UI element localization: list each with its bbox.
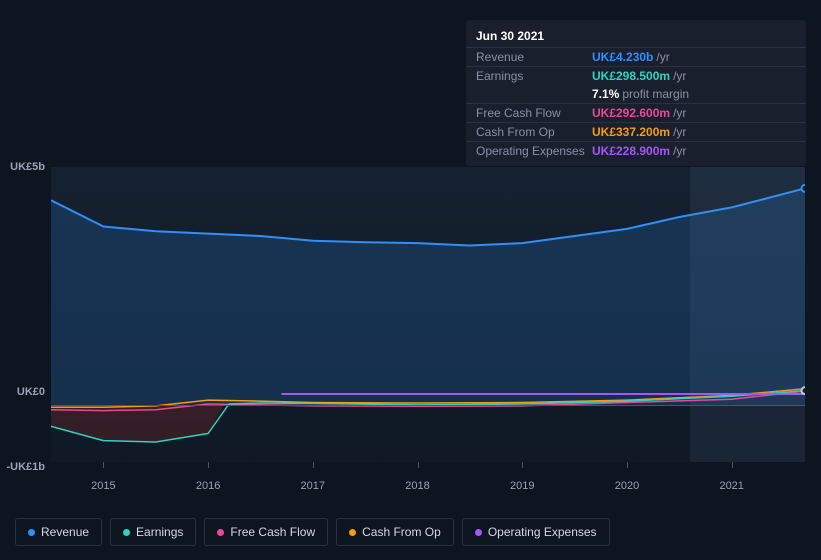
x-tick-label: 2016 <box>196 480 220 492</box>
x-tick-mark <box>522 462 523 468</box>
chart-plot-area[interactable] <box>51 167 805 462</box>
legend-item-revenue[interactable]: Revenue <box>15 518 102 546</box>
tooltip-metric-label: Free Cash Flow <box>476 106 592 120</box>
tooltip-unit: /yr <box>673 69 686 83</box>
tooltip-unit: /yr <box>673 106 686 120</box>
legend-dot-icon <box>217 529 224 536</box>
x-tick-label: 2015 <box>91 480 115 492</box>
tooltip-unit: /yr <box>656 50 669 64</box>
y-axis-label: UK£5b <box>5 161 45 173</box>
tooltip-date: Jun 30 2021 <box>466 26 806 47</box>
legend-item-free-cash-flow[interactable]: Free Cash Flow <box>204 518 328 546</box>
legend-item-cash-from-op[interactable]: Cash From Op <box>336 518 454 546</box>
x-tick-mark <box>313 462 314 468</box>
x-tick-mark <box>732 462 733 468</box>
tooltip-metric-label: Revenue <box>476 50 592 64</box>
legend-label: Operating Expenses <box>488 525 597 539</box>
tooltip-metric-value: UK£4.230b <box>592 50 653 64</box>
tooltip-metric-label: Cash From Op <box>476 125 592 139</box>
chart-legend: Revenue Earnings Free Cash Flow Cash From O… <box>15 518 610 546</box>
x-tick-mark <box>103 462 104 468</box>
tooltip-profit-margin-label: profit margin <box>622 87 689 101</box>
legend-item-operating-expenses[interactable]: Operating Expenses <box>462 518 610 546</box>
tooltip-metric-label: Earnings <box>476 69 592 83</box>
zero-baseline <box>51 405 805 406</box>
earnings-revenue-chart: UK£5bUK£0-UK£1b 201520162017201820192020… <box>15 155 805 545</box>
tooltip-unit: /yr <box>673 125 686 139</box>
y-axis-label: -UK£1b <box>5 461 45 473</box>
highlight-band <box>690 167 805 462</box>
tooltip-row: EarningsUK£298.500m/yr <box>466 66 806 85</box>
legend-dot-icon <box>349 529 356 536</box>
tooltip-profit-margin-value: 7.1% <box>592 87 619 101</box>
tooltip-rows: RevenueUK£4.230b/yrEarningsUK£298.500m/y… <box>466 47 806 160</box>
legend-dot-icon <box>123 529 130 536</box>
x-tick-mark <box>418 462 419 468</box>
chart-tooltip: Jun 30 2021 RevenueUK£4.230b/yrEarningsU… <box>466 20 806 166</box>
x-tick-label: 2021 <box>719 480 743 492</box>
tooltip-metric-value: UK£292.600m <box>592 106 670 120</box>
legend-label: Free Cash Flow <box>230 525 315 539</box>
legend-dot-icon <box>475 529 482 536</box>
legend-item-earnings[interactable]: Earnings <box>110 518 196 546</box>
x-tick-label: 2020 <box>615 480 639 492</box>
legend-dot-icon <box>28 529 35 536</box>
x-tick-label: 2017 <box>301 480 325 492</box>
y-axis-label: UK£0 <box>5 386 45 398</box>
x-tick-label: 2018 <box>405 480 429 492</box>
tooltip-row: Cash From OpUK£337.200m/yr <box>466 122 806 141</box>
x-tick-mark <box>627 462 628 468</box>
tooltip-profit-margin-row: 7.1%profit margin <box>466 85 806 103</box>
x-tick-label: 2019 <box>510 480 534 492</box>
tooltip-metric-value: UK£298.500m <box>592 69 670 83</box>
x-tick-mark <box>208 462 209 468</box>
legend-label: Revenue <box>41 525 89 539</box>
legend-label: Earnings <box>136 525 183 539</box>
tooltip-row: Free Cash FlowUK£292.600m/yr <box>466 103 806 122</box>
tooltip-row: RevenueUK£4.230b/yr <box>466 47 806 66</box>
tooltip-metric-value: UK£337.200m <box>592 125 670 139</box>
legend-label: Cash From Op <box>362 525 441 539</box>
